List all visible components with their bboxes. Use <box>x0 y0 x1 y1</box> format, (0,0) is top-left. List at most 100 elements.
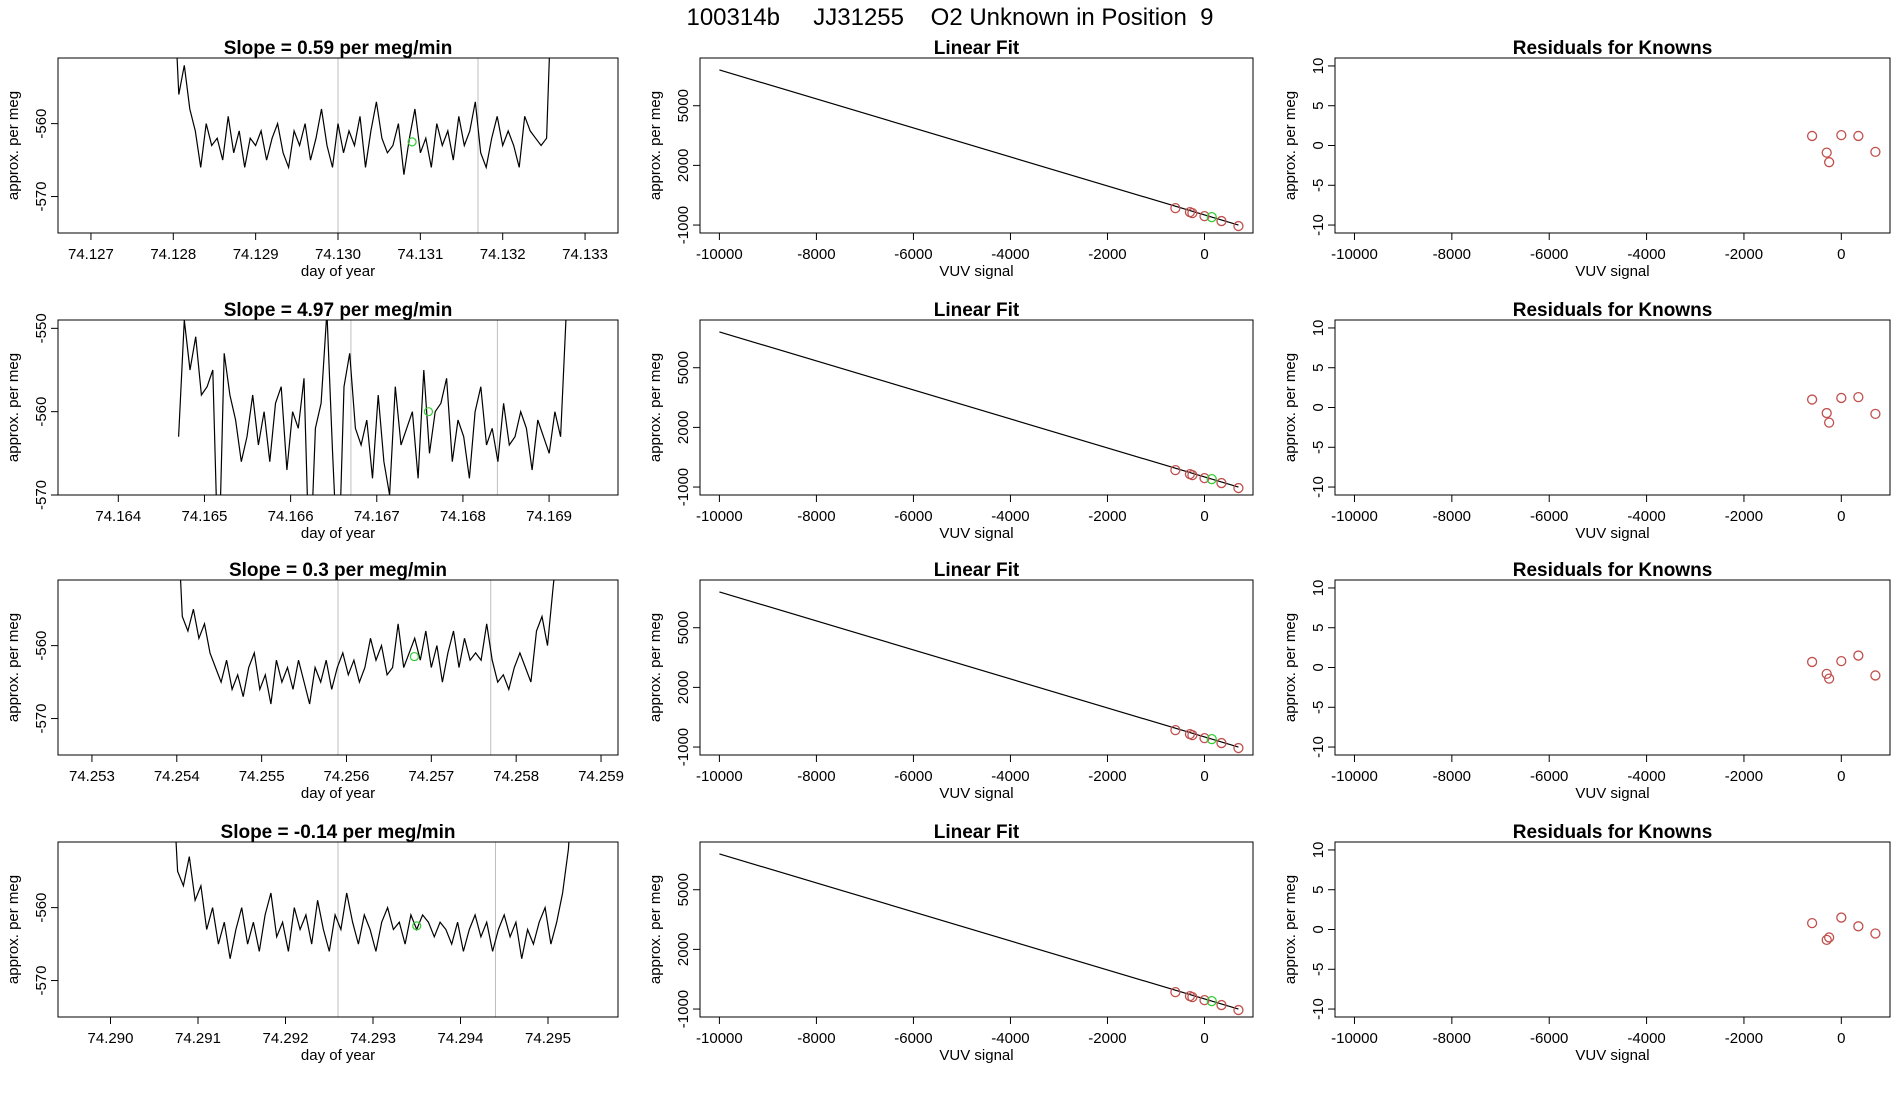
x-tick-label: -6000 <box>1530 508 1568 525</box>
x-tick-label: -10000 <box>696 1030 743 1047</box>
chart-title: Residuals for Knowns <box>1513 300 1713 321</box>
y-tick-label: 0 <box>1310 403 1327 411</box>
x-tick-label: 74.291 <box>175 1030 221 1047</box>
chart-4-3: Residuals for Knowns -10000 -8000 -6000 -400… <box>1282 822 1891 1064</box>
plot-area <box>176 58 550 233</box>
x-axis-label: VUV signal <box>939 525 1013 542</box>
known-point <box>1170 464 1181 476</box>
known-point <box>1806 130 1818 142</box>
x-tick-label: 0 <box>1200 246 1208 263</box>
y-axis-label: approx. per meg <box>1282 875 1299 984</box>
chart-title: Linear Fit <box>934 822 1020 843</box>
known-point <box>1836 130 1847 141</box>
x-tick-label: 74.131 <box>397 246 443 263</box>
known-point <box>1806 394 1818 405</box>
x-tick-label: -8000 <box>1433 246 1471 263</box>
known-point <box>1870 146 1881 158</box>
chart-1-3: Residuals for Knowns -10000 -8000 -6000 -400… <box>1282 38 1891 280</box>
chart-1-2: Linear Fit -10000 -8000 -6000 -4000 -2000 0 VUV… <box>647 38 1254 280</box>
chart-3-3: Residuals for Knowns -10000 -8000 -6000 -400… <box>1282 560 1891 802</box>
x-tick-label: -10000 <box>696 508 743 525</box>
y-tick-label: 2000 <box>675 933 692 966</box>
x-tick-label: 74.292 <box>263 1030 309 1047</box>
plot-area <box>719 331 1244 494</box>
chart-2-2: Linear Fit -10000 -8000 -6000 -4000 -2000 0 VUV… <box>647 300 1254 542</box>
x-tick-label: 74.255 <box>239 768 285 785</box>
data-series-line <box>178 320 567 495</box>
data-series-line <box>175 842 570 959</box>
plot-frame <box>57 579 619 756</box>
chart-3-1: Slope = 0.3 per meg/min 74.253 74.254 74.25… <box>5 560 624 802</box>
y-tick-label: -1000 <box>675 468 692 506</box>
x-tick-label: 0 <box>1837 1030 1845 1047</box>
known-point <box>1187 729 1198 741</box>
known-point <box>1199 732 1210 744</box>
known-point <box>1806 917 1818 929</box>
x-tick-label: 0 <box>1200 508 1208 525</box>
known-point <box>1216 215 1227 227</box>
known-point <box>1870 670 1881 681</box>
unknown-point <box>423 407 434 417</box>
x-tick-label: -8000 <box>1433 508 1471 525</box>
unknown-point <box>1206 473 1217 485</box>
known-point <box>1853 130 1864 142</box>
unknown-point <box>1206 995 1217 1007</box>
known-point <box>1836 392 1847 404</box>
x-tick-label: -6000 <box>1530 246 1568 263</box>
known-point <box>1170 986 1181 998</box>
x-tick-label: -6000 <box>894 508 932 525</box>
x-tick-label: 74.256 <box>324 768 370 785</box>
unknown-point <box>409 651 419 662</box>
x-tick-label: -2000 <box>1725 1030 1763 1047</box>
fit-line <box>719 853 1239 1010</box>
chart-1-1: Slope = 0.59 per meg/min 74.127 74.128 74.1… <box>5 38 619 280</box>
known-point <box>1853 921 1864 932</box>
x-tick-label: 74.127 <box>68 246 114 263</box>
chart-title: Residuals for Knowns <box>1513 822 1713 843</box>
x-axis-label: VUV signal <box>939 1047 1013 1064</box>
data-series-line <box>176 58 550 175</box>
x-axis-label: day of year <box>301 785 375 802</box>
x-tick-label: -8000 <box>797 246 835 263</box>
y-tick-label: 10 <box>1310 320 1327 337</box>
y-tick-label: -570 <box>33 704 50 734</box>
chart-title: Slope = -0.14 per meg/min <box>221 822 456 843</box>
y-tick-label: -550 <box>33 313 50 343</box>
y-tick-label: -10 <box>1310 476 1327 498</box>
known-point <box>1170 724 1181 736</box>
x-tick-label: -8000 <box>1433 768 1471 785</box>
unknown-point <box>1206 733 1217 745</box>
x-tick-label: -8000 <box>797 508 835 525</box>
y-axis-label: approx. per meg <box>5 91 22 200</box>
known-point <box>1836 912 1847 923</box>
plot-frame <box>1334 57 1891 234</box>
y-tick-label: -570 <box>33 182 50 212</box>
x-axis-label: VUV signal <box>1575 263 1649 280</box>
x-tick-label: -10000 <box>1331 246 1378 263</box>
x-tick-label: 0 <box>1837 508 1845 525</box>
y-tick-label: -560 <box>33 893 50 923</box>
y-tick-label: 2000 <box>675 411 692 444</box>
x-tick-label: 74.167 <box>354 508 400 525</box>
x-tick-label: -2000 <box>1725 246 1763 263</box>
x-tick-label: 74.254 <box>154 768 200 785</box>
y-tick-label: 5 <box>1310 364 1327 372</box>
fit-line <box>719 591 1239 748</box>
y-tick-label: 5000 <box>675 873 692 906</box>
plot-frame <box>57 57 619 234</box>
unknown-point <box>1206 211 1217 223</box>
x-tick-label: 74.257 <box>408 768 454 785</box>
known-point <box>1216 737 1227 749</box>
chart-title: Slope = 0.59 per meg/min <box>224 38 453 59</box>
x-tick-label: -2000 <box>1088 508 1126 525</box>
x-tick-label: -4000 <box>991 508 1029 525</box>
plot-frame <box>699 579 1254 756</box>
y-axis-label: approx. per meg <box>1282 353 1299 462</box>
x-tick-label: -2000 <box>1088 768 1126 785</box>
y-tick-label: 0 <box>1310 925 1327 933</box>
plot-area <box>1806 650 1881 684</box>
x-tick-label: -10000 <box>1331 1030 1378 1047</box>
x-tick-label: -6000 <box>1530 1030 1568 1047</box>
known-point <box>1821 407 1832 419</box>
x-tick-label: -2000 <box>1088 1030 1126 1047</box>
